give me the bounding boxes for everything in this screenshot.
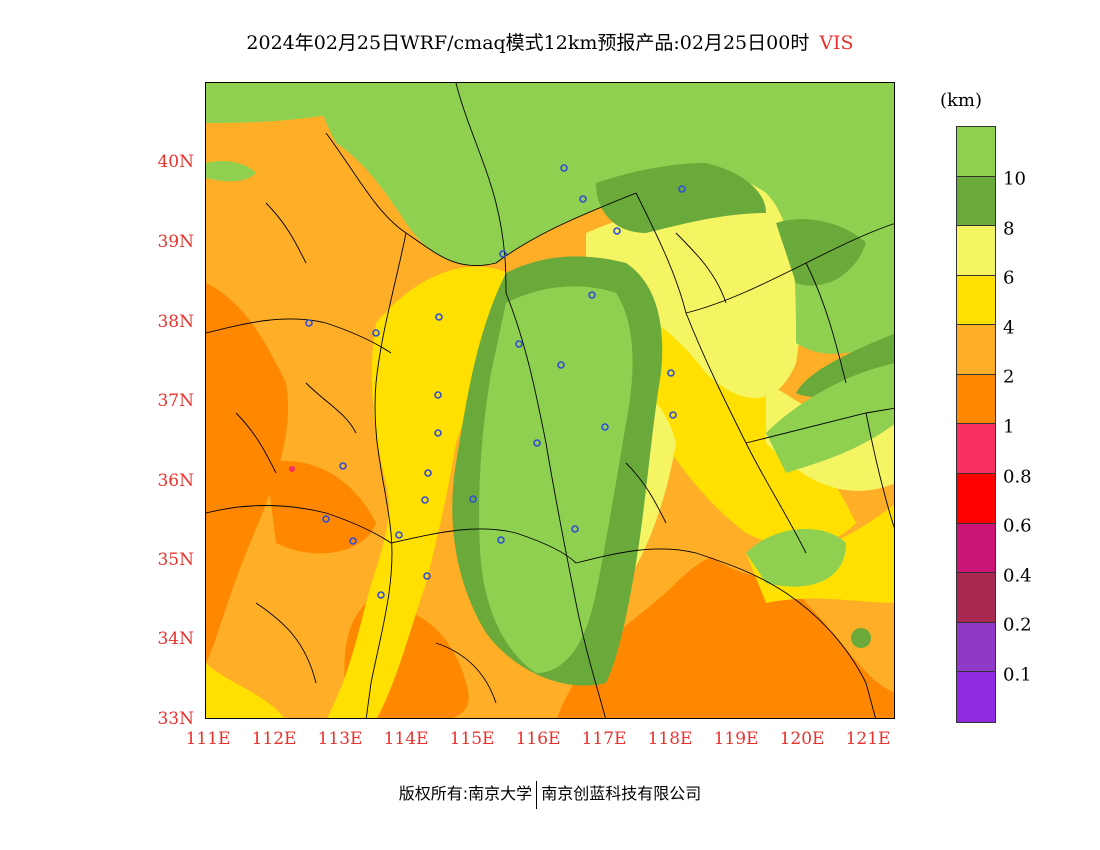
- city-marker: [339, 462, 347, 470]
- city-marker: [349, 537, 357, 545]
- legend-swatch: [957, 474, 995, 524]
- legend-label: 4: [1003, 317, 1015, 339]
- lon-label: 113E: [317, 729, 363, 749]
- city-marker: [678, 185, 686, 193]
- lat-label: 40N: [157, 152, 194, 172]
- field-patch: [316, 83, 894, 354]
- field-patch: [766, 363, 894, 473]
- lon-label: 112E: [251, 729, 297, 749]
- city-marker: [377, 591, 385, 599]
- lon-label: 111E: [185, 729, 231, 749]
- city-marker: [322, 515, 330, 523]
- city-marker: [579, 195, 587, 203]
- legend-colorbar: [956, 126, 996, 723]
- lon-label: 115E: [449, 729, 495, 749]
- footer-divider: [536, 780, 538, 809]
- city-marker: [499, 250, 507, 258]
- city-marker: [613, 227, 621, 235]
- field-patch: [206, 663, 285, 718]
- copyright-footer: 版权所有:南京大学 南京创蓝科技有限公司: [0, 780, 1100, 809]
- lat-label: 35N: [157, 550, 194, 570]
- city-marker: [515, 340, 523, 348]
- copyright-left: 版权所有:南京大学: [398, 784, 533, 803]
- legend-label: 0.8: [1003, 466, 1032, 488]
- lat-label: 36N: [157, 471, 194, 491]
- legend-swatch: [957, 127, 995, 177]
- lat-label: 33N: [157, 709, 194, 729]
- legend-swatch: [957, 424, 995, 475]
- city-marker: [557, 361, 565, 369]
- low-visibility-spot: [289, 466, 295, 472]
- city-marker: [601, 423, 609, 431]
- city-marker: [469, 495, 477, 503]
- city-marker: [497, 536, 505, 544]
- title-main: 2024年02月25日WRF/cmaq模式12km预报产品:02月25日00时: [246, 32, 810, 54]
- lon-label: 116E: [515, 729, 561, 749]
- legend-swatch: [957, 325, 995, 375]
- lon-label: 118E: [647, 729, 693, 749]
- lon-label: 114E: [383, 729, 429, 749]
- city-marker: [588, 291, 596, 299]
- city-marker: [560, 164, 568, 172]
- visibility-field: [206, 83, 894, 718]
- legend-label: 10: [1003, 168, 1026, 190]
- city-marker: [434, 429, 442, 437]
- title-variable: VIS: [819, 32, 854, 54]
- legend-swatch: [957, 622, 995, 673]
- city-marker: [434, 391, 442, 399]
- city-marker: [421, 496, 429, 504]
- legend-swatch: [957, 226, 995, 276]
- copyright-right: 南京创蓝科技有限公司: [541, 784, 702, 803]
- field-patch: [479, 286, 633, 673]
- lat-label: 38N: [157, 312, 194, 332]
- city-marker: [667, 369, 675, 377]
- field-patch: [606, 297, 856, 547]
- legend-swatch: [957, 573, 995, 623]
- field-patch: [746, 529, 846, 587]
- city-markers: [305, 164, 686, 599]
- legend-label: 6: [1003, 267, 1015, 289]
- field-patch: [851, 628, 871, 648]
- legend-swatch: [957, 672, 995, 722]
- field-patch: [206, 161, 256, 182]
- legend-label: 0.6: [1003, 515, 1032, 537]
- boundary-lines: [206, 83, 894, 718]
- field-patch: [776, 219, 866, 286]
- field-patch: [206, 133, 344, 246]
- city-marker: [669, 411, 677, 419]
- field-patch: [556, 550, 894, 718]
- city-marker: [435, 313, 443, 321]
- legend-swatch: [957, 176, 995, 227]
- city-marker: [424, 469, 432, 477]
- lat-label: 34N: [157, 629, 194, 649]
- field-patch: [266, 461, 376, 554]
- city-marker: [372, 329, 380, 337]
- legend-label: 0.1: [1003, 664, 1032, 686]
- legend-swatch: [957, 374, 995, 425]
- page-title: 2024年02月25日WRF/cmaq模式12km预报产品:02月25日00时 V…: [0, 28, 1100, 55]
- legend-label: 0.4: [1003, 565, 1032, 587]
- city-marker: [305, 319, 313, 327]
- legend-label: 2: [1003, 366, 1015, 388]
- lon-label: 120E: [779, 729, 825, 749]
- city-marker: [571, 525, 579, 533]
- legend-swatch: [957, 523, 995, 574]
- legend-swatch: [957, 275, 995, 326]
- lat-label: 37N: [157, 391, 194, 411]
- legend-label: 8: [1003, 218, 1015, 240]
- legend-unit: (km): [940, 90, 983, 111]
- field-patch: [206, 83, 406, 123]
- lon-label: 117E: [581, 729, 627, 749]
- lon-label: 121E: [845, 729, 891, 749]
- field-patch: [596, 163, 766, 233]
- legend-label: 1: [1003, 416, 1015, 438]
- city-marker: [423, 572, 431, 580]
- legend-label: 0.2: [1003, 614, 1032, 636]
- visibility-map: [205, 82, 895, 719]
- field-patch: [206, 283, 288, 663]
- city-marker: [533, 439, 541, 447]
- lon-label: 119E: [713, 729, 759, 749]
- city-marker: [395, 531, 403, 539]
- lat-label: 39N: [157, 232, 194, 252]
